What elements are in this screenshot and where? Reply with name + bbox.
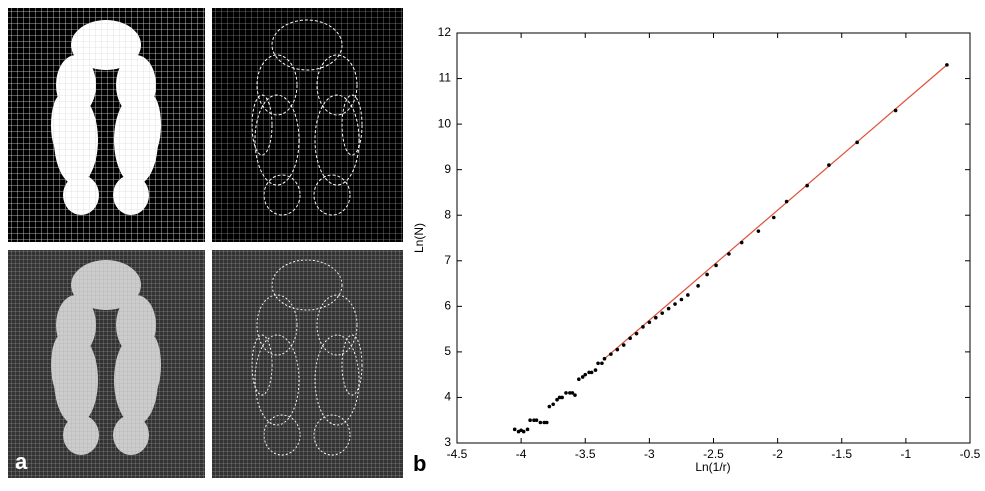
y-tick-label: 12 <box>438 25 452 39</box>
data-point <box>641 325 645 329</box>
data-point <box>542 420 547 425</box>
data-point <box>653 315 658 320</box>
data-point <box>512 427 517 432</box>
data-point <box>621 343 626 347</box>
data-point <box>805 183 809 188</box>
panel-a: a <box>8 8 403 478</box>
x-tick-label: -3 <box>644 447 655 461</box>
data-point <box>589 370 594 375</box>
data-point <box>583 372 588 377</box>
data-point <box>547 404 552 409</box>
data-point <box>568 391 572 395</box>
data-point <box>577 377 581 382</box>
data-point <box>647 320 652 325</box>
data-point <box>945 63 949 67</box>
data-point <box>555 397 559 402</box>
grid-overlay <box>212 8 403 242</box>
data-point <box>528 418 532 423</box>
data-point <box>596 361 600 366</box>
data-point <box>602 356 607 361</box>
data-point <box>600 361 604 366</box>
data-point <box>784 199 789 204</box>
y-tick-label: 10 <box>438 116 452 130</box>
data-point <box>544 420 549 425</box>
y-tick-label: 6 <box>444 299 451 313</box>
data-point <box>587 370 591 375</box>
data-point <box>573 393 577 397</box>
x-axis-label: Ln(1/r) <box>695 460 730 474</box>
panel-label: a <box>15 449 28 474</box>
x-tick-label: -2 <box>772 447 783 461</box>
data-point <box>855 140 859 145</box>
data-point <box>756 229 761 233</box>
y-tick-label: 3 <box>444 435 451 449</box>
data-point <box>696 284 700 288</box>
data-point <box>532 418 536 423</box>
data-point <box>564 391 568 395</box>
y-tick-label: 7 <box>444 253 451 267</box>
data-point <box>534 418 539 423</box>
x-tick-label: -2.5 <box>703 447 724 461</box>
data-point <box>538 420 543 425</box>
fit-line <box>604 64 948 360</box>
grid-overlay <box>8 250 205 478</box>
data-point <box>570 391 575 395</box>
x-tick-label: -0.5 <box>960 447 981 461</box>
data-point <box>557 395 562 400</box>
data-point <box>551 402 555 407</box>
y-axis-label: Ln(N) <box>412 223 426 253</box>
y-tick-label: 5 <box>444 344 451 358</box>
y-tick-label: 9 <box>444 162 451 176</box>
panel-label: b <box>413 451 426 476</box>
data-point <box>679 297 684 302</box>
data-point <box>580 375 585 379</box>
y-tick-label: 8 <box>444 207 451 221</box>
data-point <box>521 429 526 434</box>
data-point <box>727 252 731 256</box>
data-point <box>660 311 664 315</box>
data-point <box>634 331 639 336</box>
data-point <box>609 352 613 356</box>
data-point <box>560 395 564 400</box>
data-point <box>673 302 677 306</box>
data-point <box>615 347 620 352</box>
grid-overlay <box>8 8 205 242</box>
plot-frame <box>456 32 971 444</box>
y-tick-label: 11 <box>439 71 452 85</box>
data-point <box>686 293 690 297</box>
data-point <box>739 240 744 245</box>
data-point <box>893 108 898 113</box>
data-point <box>628 336 632 341</box>
data-point <box>525 427 530 432</box>
x-tick-label: -4 <box>516 447 527 461</box>
data-point <box>666 306 671 311</box>
data-point <box>714 263 718 268</box>
data-point <box>593 368 598 372</box>
x-tick-label: -4.5 <box>447 447 468 461</box>
x-tick-label: -1 <box>901 447 912 461</box>
grid-overlay <box>212 250 403 478</box>
data-point <box>705 272 709 277</box>
x-tick-label: -1.5 <box>831 447 852 461</box>
data-point <box>771 215 776 220</box>
y-tick-label: 4 <box>444 390 451 404</box>
data-point <box>827 163 831 167</box>
x-tick-label: -3.5 <box>575 447 596 461</box>
